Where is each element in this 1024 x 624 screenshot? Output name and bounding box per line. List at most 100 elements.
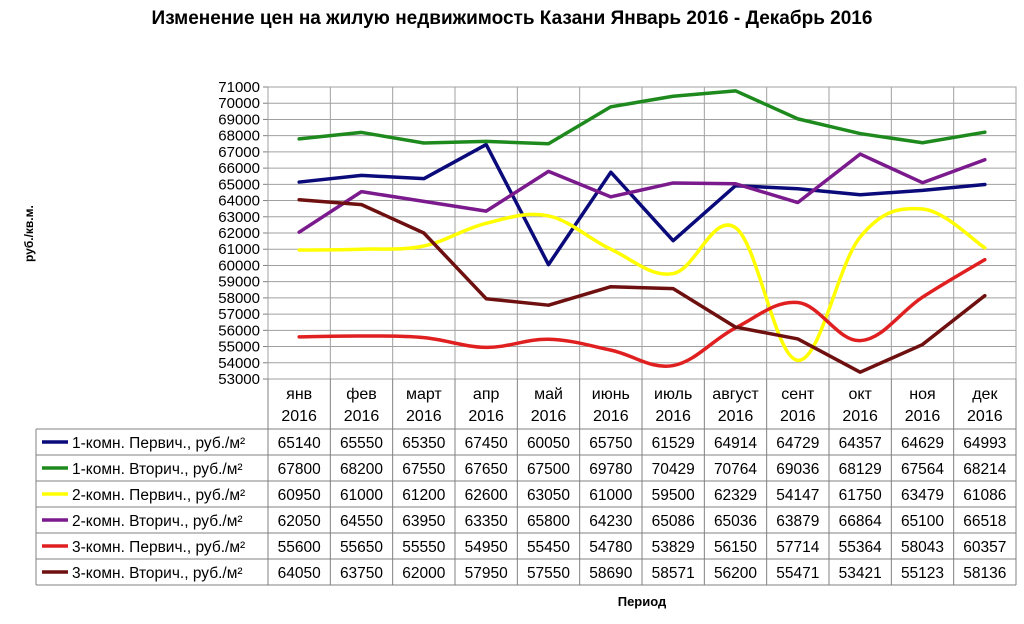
- table-value: 58690: [589, 565, 632, 582]
- y-tick-label: 70000: [218, 95, 260, 112]
- y-tick-label: 58000: [218, 290, 260, 307]
- x-tick-label: фев: [346, 386, 377, 403]
- table-value: 67650: [465, 461, 508, 478]
- table-value: 54950: [465, 539, 508, 556]
- table-value: 53829: [652, 539, 695, 556]
- legend-label: 3-комн. Первич., руб./м²: [72, 539, 245, 556]
- table-value: 60357: [963, 539, 1006, 556]
- table-value: 64729: [776, 435, 819, 452]
- x-tick-label: дек: [972, 386, 998, 403]
- y-tick-label: 59000: [218, 274, 260, 291]
- table-value: 55650: [340, 539, 383, 556]
- table-value: 58571: [652, 565, 695, 582]
- table-value: 57714: [776, 539, 819, 556]
- table-value: 54147: [776, 487, 819, 504]
- table-value: 65086: [652, 513, 695, 530]
- table-value: 55471: [776, 565, 819, 582]
- table-value: 55364: [839, 539, 882, 556]
- y-tick-label: 63000: [218, 209, 260, 226]
- series-line-5: [297, 257, 987, 368]
- table-value: 62000: [402, 565, 445, 582]
- legend-label: 1-комн. Вторич., руб./м²: [72, 461, 243, 478]
- table-value: 63350: [465, 513, 508, 530]
- y-tick-label: 56000: [218, 322, 260, 339]
- table-value: 55550: [402, 539, 445, 556]
- table-value: 63479: [901, 487, 944, 504]
- table-value: 65550: [340, 435, 383, 452]
- table-value: 63879: [776, 513, 819, 530]
- table-value: 53421: [839, 565, 882, 582]
- y-tick-label: 57000: [218, 306, 260, 323]
- table-value: 64550: [340, 513, 383, 530]
- y-tick-label: 69000: [218, 111, 260, 128]
- x-tick-year: 2016: [531, 408, 567, 425]
- table-value: 61750: [839, 487, 882, 504]
- table-value: 62050: [278, 513, 321, 530]
- table-value: 55450: [527, 539, 570, 556]
- table-value: 62600: [465, 487, 508, 504]
- y-tick-label: 66000: [218, 160, 260, 177]
- x-tick-label: ноя: [909, 386, 935, 403]
- table-value: 68214: [963, 461, 1006, 478]
- table-value: 58043: [901, 539, 944, 556]
- series-line-3: [297, 206, 987, 363]
- grid: [263, 86, 1017, 380]
- table-value: 59500: [652, 487, 695, 504]
- x-tick-year: 2016: [344, 408, 380, 425]
- table-value: 68200: [340, 461, 383, 478]
- y-tick-label: 54000: [218, 355, 260, 372]
- legend-label: 1-комн. Первич., руб./м²: [72, 435, 245, 452]
- x-tick-label: июль: [654, 386, 692, 403]
- table-value: 69036: [776, 461, 819, 478]
- y-tick-label: 71000: [218, 79, 260, 96]
- y-tick-label: 60000: [218, 257, 260, 274]
- data-table: янв 2016 фев 2016 март 2016 апр 2016 май 2016 июнь…: [35, 379, 1017, 586]
- x-tick-label: май: [534, 386, 563, 403]
- table-value: 64050: [278, 565, 321, 582]
- y-tick-label: 65000: [218, 176, 260, 193]
- series-line-6: [297, 197, 987, 374]
- table-value: 64230: [589, 513, 632, 530]
- table-value: 61086: [963, 487, 1006, 504]
- table-value: 58136: [963, 565, 1006, 582]
- x-tick-year: 2016: [780, 408, 816, 425]
- legend-label: 2-комн. Вторич., руб./м²: [72, 513, 243, 530]
- x-tick-label: янв: [286, 386, 312, 403]
- x-axis-title: Период: [617, 594, 667, 609]
- series-line-1: [297, 142, 987, 267]
- table-value: 63950: [402, 513, 445, 530]
- y-tick-label: 53000: [218, 371, 260, 388]
- table-value: 67800: [278, 461, 321, 478]
- table-value: 61529: [652, 435, 695, 452]
- table-value: 55600: [278, 539, 321, 556]
- table-value: 64993: [963, 435, 1006, 452]
- legend-label: 2-комн. Первич., руб./м²: [72, 487, 245, 504]
- table-value: 65036: [714, 513, 757, 530]
- chart-title: Изменение цен на жилую недвижимость Каза…: [151, 8, 873, 29]
- table-value: 69780: [589, 461, 632, 478]
- table-value: 56200: [714, 565, 757, 582]
- table-value: 54780: [589, 539, 632, 556]
- x-tick-label: август: [712, 386, 759, 403]
- table-value: 64357: [839, 435, 882, 452]
- table-value: 63050: [527, 487, 570, 504]
- table-value: 63750: [340, 565, 383, 582]
- table-value: 66864: [839, 513, 882, 530]
- x-tick-year: 2016: [905, 408, 941, 425]
- table-value: 65800: [527, 513, 570, 530]
- y-tick-label: 61000: [218, 241, 260, 258]
- x-tick-label: июнь: [592, 386, 630, 403]
- y-tick-label: 62000: [218, 225, 260, 242]
- y-tick-labels: 5300054000550005600057000580005900060000…: [218, 79, 260, 388]
- table-value: 65750: [589, 435, 632, 452]
- table-value: 65350: [402, 435, 445, 452]
- table-value: 62329: [714, 487, 757, 504]
- table-value: 61000: [589, 487, 632, 504]
- x-tick-year: 2016: [593, 408, 629, 425]
- series-line-4: [297, 152, 987, 234]
- table-value: 60950: [278, 487, 321, 504]
- table-value: 68129: [839, 461, 882, 478]
- table-value: 64629: [901, 435, 944, 452]
- y-tick-label: 55000: [218, 339, 260, 356]
